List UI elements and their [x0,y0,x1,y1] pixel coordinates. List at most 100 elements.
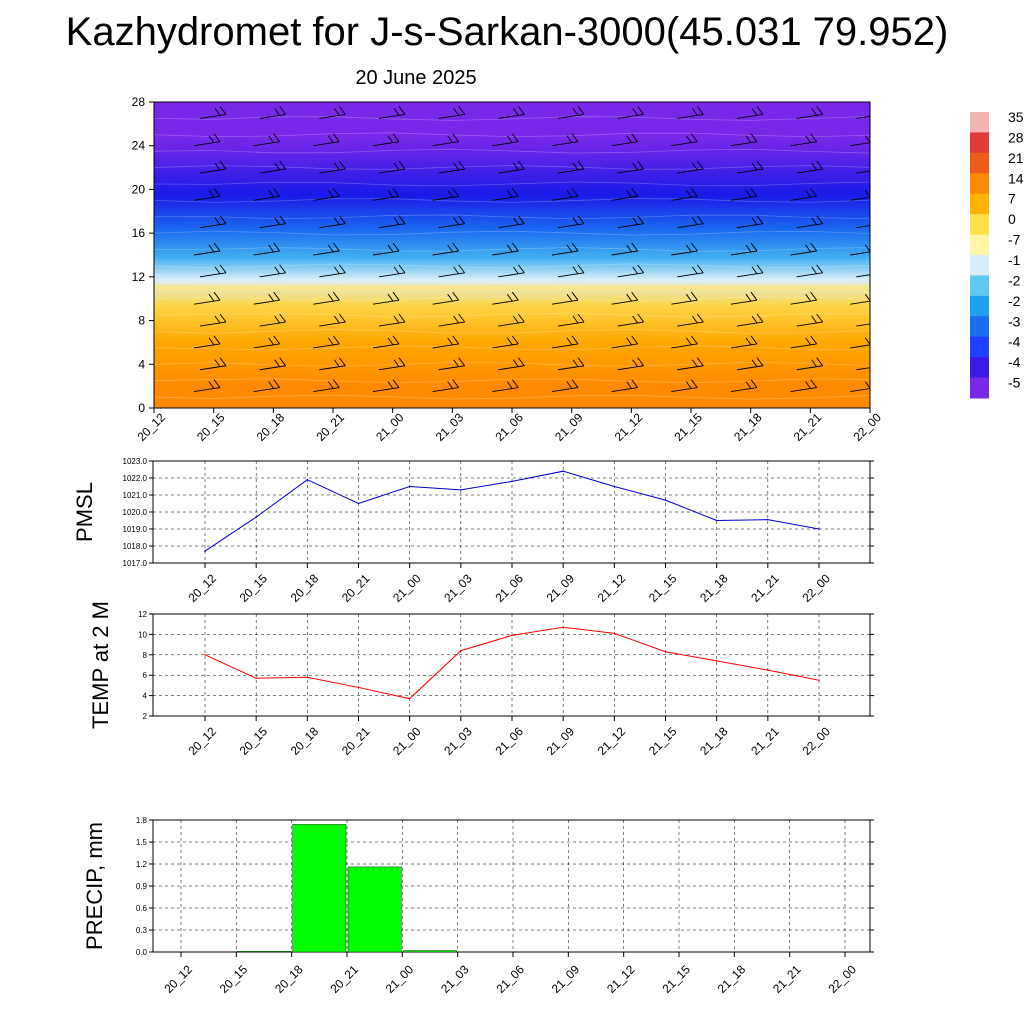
y-tick-label: 0 [138,401,145,415]
wind-barb [492,133,519,147]
pmsl-point [204,550,206,552]
temp-x-tick-label: 21_18 [697,724,731,758]
temp-y-tick-label: 10 [138,630,147,639]
temp-x-tick-label: 21_00 [390,724,424,758]
wind-barb [259,106,287,119]
wind-barb [259,313,287,327]
temp-point [613,632,616,635]
contour-line [154,345,870,351]
precip-x-tick-label: 21_06 [493,962,527,996]
pmsl-y-tick-label: 1023.0 [123,457,148,466]
precip-x-tick-label: 20_12 [161,962,195,996]
colorbar-label: -2 [1008,293,1021,309]
temp-x-tick-label: 20_15 [237,724,271,758]
precip-y-tick-label: 0.6 [136,904,148,913]
wind-barb [438,313,466,327]
wind-barb [677,264,704,278]
wind-barb [671,242,698,256]
wind-barb [498,313,525,327]
wind-barb [671,291,698,305]
wind-barb [790,242,818,256]
wind-barb [492,379,519,393]
wind-barb [617,160,645,174]
wind-barb [378,106,406,119]
temp-y-tick-label: 6 [143,671,148,680]
wind-barb [677,357,704,371]
pmsl-point [818,528,820,530]
wind-barb [677,215,704,229]
contour-line [154,165,870,170]
page-subtitle: 20 June 2025 [355,67,477,89]
wind-barb [313,242,340,256]
colorbar-label: 14 [1008,170,1024,186]
precip-x-tick-label: 22_00 [825,962,859,996]
x-tick-label: 21_03 [433,410,467,444]
pmsl-frame [152,460,871,564]
pmsl-x-tick-label: 20_21 [339,571,373,605]
pmsl-point [562,470,564,473]
colorbar-swatch [970,173,989,195]
wind-barb [199,264,227,278]
wind-barb [611,335,639,349]
pmsl-point [255,516,257,518]
wind-barb [611,188,639,201]
colorbar-swatch [970,132,989,154]
wind-barb [551,242,579,256]
precip-x-tick-label: 21_00 [383,962,417,996]
pmsl-x-tick-label: 21_03 [441,571,475,605]
wind-barb [313,291,340,305]
wind-barb [199,215,227,229]
pmsl-x-tick-label: 21_21 [748,571,782,605]
precip-y-tick-label: 0.9 [136,882,148,891]
wind-barb [557,160,585,174]
wind-barb [253,188,281,201]
pmsl-x-tick-label: 21_09 [544,571,578,605]
wind-barb [790,379,818,393]
precip-y-tick-label: 0.3 [136,926,148,935]
wind-barb [319,160,346,174]
wind-barb [319,313,346,327]
y-tick-label: 28 [132,95,146,109]
wind-barb [193,335,221,349]
wind-barb [253,335,281,349]
pmsl-y-tick-label: 1019.0 [123,525,148,534]
temp-x-tick-label: 20_21 [339,724,373,758]
wind-barb [856,367,870,371]
temp-x-tick-label: 21_09 [544,724,578,758]
wind-barb [730,242,758,256]
wind-barb [378,264,406,278]
wind-barb [730,379,758,393]
wind-barb [856,225,870,229]
wind-barb [193,242,221,256]
pmsl-point [664,499,667,501]
wind-barb [372,133,400,147]
wind-barb [677,160,704,174]
x-tick-label: 21_00 [373,410,407,444]
y-tick-label: 4 [138,357,145,371]
pmsl-point [357,502,360,505]
wind-barb [199,357,227,371]
wind-barb [253,379,281,393]
wind-barb [193,379,221,393]
wind-barb [611,242,639,256]
colorbar-swatch [970,295,989,317]
wind-barb [736,313,764,327]
x-tick-label: 21_15 [671,410,705,444]
wind-barb [796,264,824,278]
temp-x-tick-label: 21_03 [441,724,475,758]
precip-x-tick-label: 20_15 [217,962,251,996]
wind-barb [199,313,227,327]
wind-barb [259,160,287,174]
precip-bar [347,866,402,953]
wind-barb [557,313,585,327]
wind-barb [796,160,824,174]
wind-barb [193,188,221,201]
temp-point [460,649,462,652]
y-tick-label: 8 [138,314,145,328]
temp-y-axis-title: TEMP at 2 M [88,601,113,729]
wind-barb [432,291,460,305]
wind-barb [736,215,764,229]
wind-barb [557,357,585,371]
wind-barb [372,335,400,349]
wind-barb [796,106,824,119]
